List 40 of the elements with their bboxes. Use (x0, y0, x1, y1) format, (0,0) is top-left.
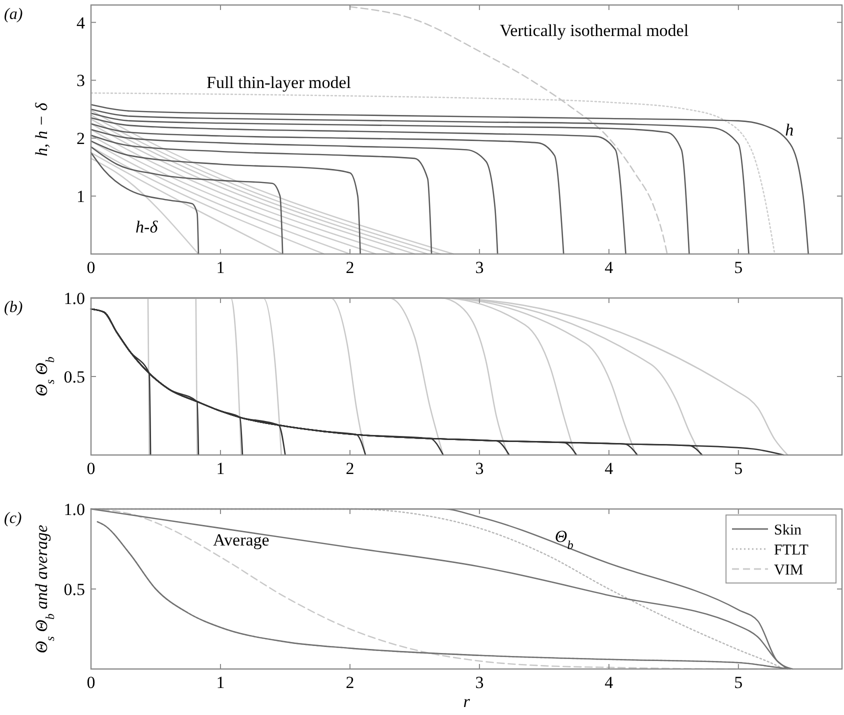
x-tick-label: 5 (734, 673, 743, 692)
x-tick-label: 2 (346, 459, 354, 478)
x-tick-label: 3 (475, 459, 484, 478)
legend-label: Skin (774, 522, 802, 538)
x-tick-label: 1 (216, 258, 225, 277)
legend-label: VIM (774, 562, 804, 578)
x-tick-label: 1 (216, 459, 225, 478)
annotation: Θ$_{b}$ (554, 527, 574, 552)
x-axis-title: r (463, 692, 470, 711)
x-tick-label: 0 (86, 459, 96, 478)
y-tick-label: 0.5 (64, 580, 85, 599)
y-tick-label: 3 (76, 71, 85, 90)
x-tick-label: 5 (734, 459, 743, 478)
annotation: Vertically isothermal model (500, 20, 689, 40)
annotation: h-δ (136, 218, 159, 237)
chart-title: (a) (4, 6, 23, 23)
x-tick-label: 5 (734, 258, 743, 277)
x-tick-label: 4 (604, 459, 614, 478)
x-tick-label: 2 (346, 673, 354, 692)
x-tick-label: 0 (86, 673, 96, 692)
y-tick-label: 1.0 (64, 500, 85, 519)
chart-title: (b) (4, 299, 23, 316)
y-axis-title: h, h − δ (32, 102, 51, 156)
x-tick-label: 1 (216, 673, 225, 692)
y-tick-label: 2 (76, 129, 85, 148)
y-tick-label: 0.5 (64, 367, 85, 386)
x-tick-label: 2 (346, 258, 354, 277)
chart-title: (c) (4, 510, 22, 527)
annotation: Full thin-layer model (206, 73, 352, 92)
x-tick-label: 4 (604, 673, 614, 692)
legend-label: FTLT (774, 542, 808, 558)
y-tick-label: 1.0 (64, 288, 85, 308)
y-tick-label: 1 (76, 187, 85, 206)
x-tick-label: 4 (604, 258, 614, 277)
x-tick-label: 0 (86, 258, 96, 277)
annotation: h (785, 120, 794, 140)
annotation: Average (213, 530, 270, 550)
x-tick-label: 3 (475, 258, 484, 277)
y-tick-label: 4 (76, 13, 86, 32)
x-tick-label: 3 (475, 673, 484, 692)
